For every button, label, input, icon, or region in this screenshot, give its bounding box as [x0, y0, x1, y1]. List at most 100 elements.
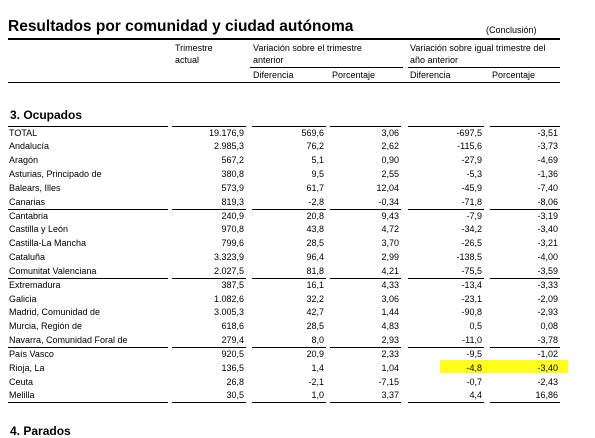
row-rule [330, 278, 401, 280]
cell-value: 2.985,3 [213, 141, 244, 152]
row-rule [330, 209, 401, 211]
cell-value: 799,6 [221, 238, 244, 249]
row-rule [330, 401, 401, 403]
row-rule [330, 126, 401, 127]
cell-value: 12,04 [376, 182, 399, 193]
row-rule [172, 347, 246, 349]
cell-value: 20,8 [306, 210, 324, 221]
row-rule [490, 401, 560, 403]
row-rule [408, 126, 484, 127]
cell-value: 3,06 [381, 127, 399, 138]
row-rule [252, 209, 326, 211]
cell-value: 28,5 [306, 238, 324, 249]
row-rule [408, 347, 484, 349]
cell-value: -3,59 [537, 265, 558, 276]
cell-value: 4,21 [381, 265, 399, 276]
cell-value: 2,99 [381, 252, 399, 263]
row-label: Ceuta [9, 376, 34, 387]
cell-value: 76,2 [306, 141, 324, 152]
cell-value: -8,06 [537, 196, 558, 207]
cell-value: 19.176,9 [208, 127, 244, 138]
cell-value: -2,93 [537, 307, 558, 318]
cell-value: 1,0 [311, 390, 324, 401]
row-label: Comunitat Valenciana [9, 265, 97, 276]
header-percentage: Porcentaje [492, 70, 536, 80]
cell-value: -2,43 [537, 376, 558, 387]
row-label: País Vasco [9, 348, 54, 359]
row-rule [172, 209, 246, 211]
cell-value: 3,06 [381, 293, 399, 304]
cell-value: 0,90 [381, 155, 399, 166]
cell-value: -3,73 [537, 141, 558, 152]
row-label: Galicia [9, 293, 37, 304]
cell-value: 26,8 [226, 376, 244, 387]
row-rule [408, 209, 484, 211]
row-label: Madrid, Comunidad de [9, 307, 101, 318]
cell-value: 61,7 [306, 182, 324, 193]
cell-value: 136,5 [221, 362, 244, 373]
cell-value: 2,62 [381, 141, 399, 152]
cell-value: 28,5 [306, 321, 324, 332]
row-rule [172, 401, 246, 403]
cell-value: 1.082,6 [213, 293, 244, 304]
row-label: Balears, Illes [9, 182, 61, 193]
cell-value: -0,34 [378, 196, 399, 207]
cell-value: 920,5 [221, 348, 244, 359]
row-rule [252, 126, 326, 127]
cell-value: -3,21 [537, 238, 558, 249]
cell-value: 2,55 [381, 169, 399, 180]
cell-value: -3,51 [537, 127, 558, 138]
row-rule [8, 401, 168, 403]
cell-value: 279,4 [221, 335, 244, 346]
cell-value: -7,15 [378, 376, 399, 387]
next-section-title: 4. Parados [10, 424, 71, 438]
cell-value: 2.027,5 [213, 265, 244, 276]
cell-value: -4,00 [537, 252, 558, 263]
highlight [440, 360, 568, 373]
row-label: Cataluña [9, 252, 46, 263]
cell-value: 9,5 [311, 169, 324, 180]
header-current: Trimestre actual [175, 43, 213, 65]
cell-value: -2,09 [537, 293, 558, 304]
cell-value: -3,19 [537, 210, 558, 221]
cell-value: -3,40 [537, 224, 558, 235]
cell-value: 819,3 [221, 196, 244, 207]
row-rule [490, 278, 560, 280]
row-rule [172, 126, 246, 127]
row-label: Extremadura [9, 279, 61, 290]
cell-value: 387,5 [221, 279, 244, 290]
row-rule [408, 278, 484, 280]
cell-value: -1,36 [537, 169, 558, 180]
row-label: Melilla [9, 390, 35, 401]
cell-value: -34,2 [461, 224, 482, 235]
row-rule [252, 278, 326, 280]
cell-value: 4,4 [469, 390, 482, 401]
cell-value: 380,8 [221, 169, 244, 180]
row-label: Aragón [9, 155, 39, 166]
cell-value: 96,4 [306, 252, 324, 263]
cell-value: -7,9 [466, 210, 482, 221]
cell-value: 567,2 [221, 155, 244, 166]
row-label: Asturias, Principado de [9, 169, 102, 180]
cell-value: 3,37 [381, 390, 399, 401]
cell-value: 0,5 [469, 321, 482, 332]
cell-value: 20,9 [306, 348, 324, 359]
cell-value: 9,43 [381, 210, 399, 221]
row-rule [252, 401, 326, 403]
row-label: Andalucía [9, 141, 50, 152]
cell-value: 81,8 [306, 265, 324, 276]
cell-value: -23,1 [461, 293, 482, 304]
row-label: Canarias [9, 196, 46, 207]
title-rule [8, 38, 560, 40]
cell-value: -697,5 [456, 127, 482, 138]
cell-value: 1,04 [381, 362, 399, 373]
cell-value: -9,5 [466, 348, 482, 359]
cell-value: -27,9 [461, 155, 482, 166]
note: (Conclusión) [486, 25, 537, 35]
row-rule [490, 347, 560, 349]
cell-value: -13,4 [461, 279, 482, 290]
row-rule [172, 278, 246, 280]
cell-value: 1,44 [381, 307, 399, 318]
cell-value: 970,8 [221, 224, 244, 235]
row-rule [8, 209, 168, 211]
